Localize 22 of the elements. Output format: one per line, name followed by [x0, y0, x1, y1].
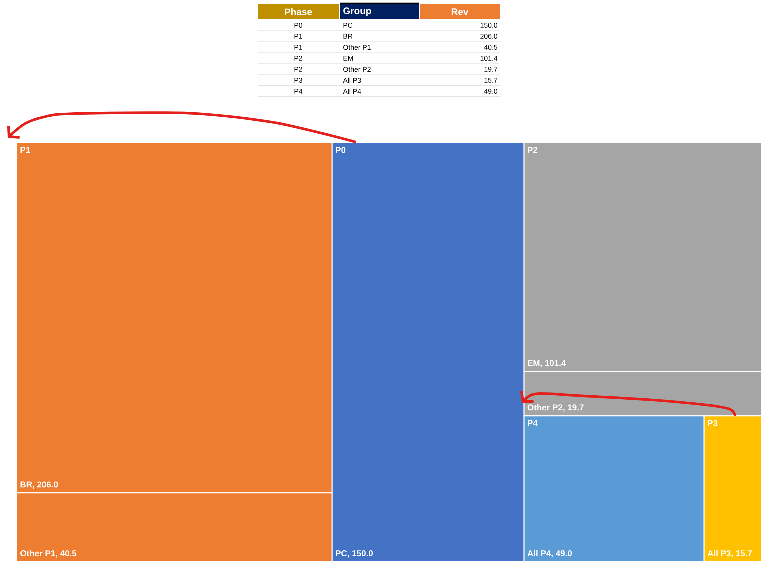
data-label: , 49.0 [552, 550, 572, 558]
category-label: Other P1 [20, 550, 56, 557]
category-label: All P4 [528, 550, 552, 556]
data-label: , 19.7 [564, 404, 584, 412]
series-label: P4 [528, 420, 538, 426]
series-label: P2 [528, 147, 538, 154]
series-label: P1 [20, 147, 30, 154]
series-label: P3 [708, 420, 718, 426]
category-label: Other P2 [528, 404, 563, 411]
series-label: P0 [336, 147, 346, 154]
category-label: All P3 [708, 550, 731, 557]
category-label: BR [20, 482, 32, 488]
data-label: , 150.0 [348, 550, 374, 558]
data-label: , 206.0 [33, 482, 58, 489]
data-label: , 15.7 [732, 550, 752, 558]
data-label: , 40.5 [56, 550, 77, 558]
category-label: PC [336, 550, 348, 557]
data-label: , 101.4 [540, 360, 566, 368]
text: Rev [452, 8, 469, 16]
category-label: EM [528, 360, 540, 366]
text: Phase [285, 8, 312, 16]
text: Group [344, 8, 372, 16]
